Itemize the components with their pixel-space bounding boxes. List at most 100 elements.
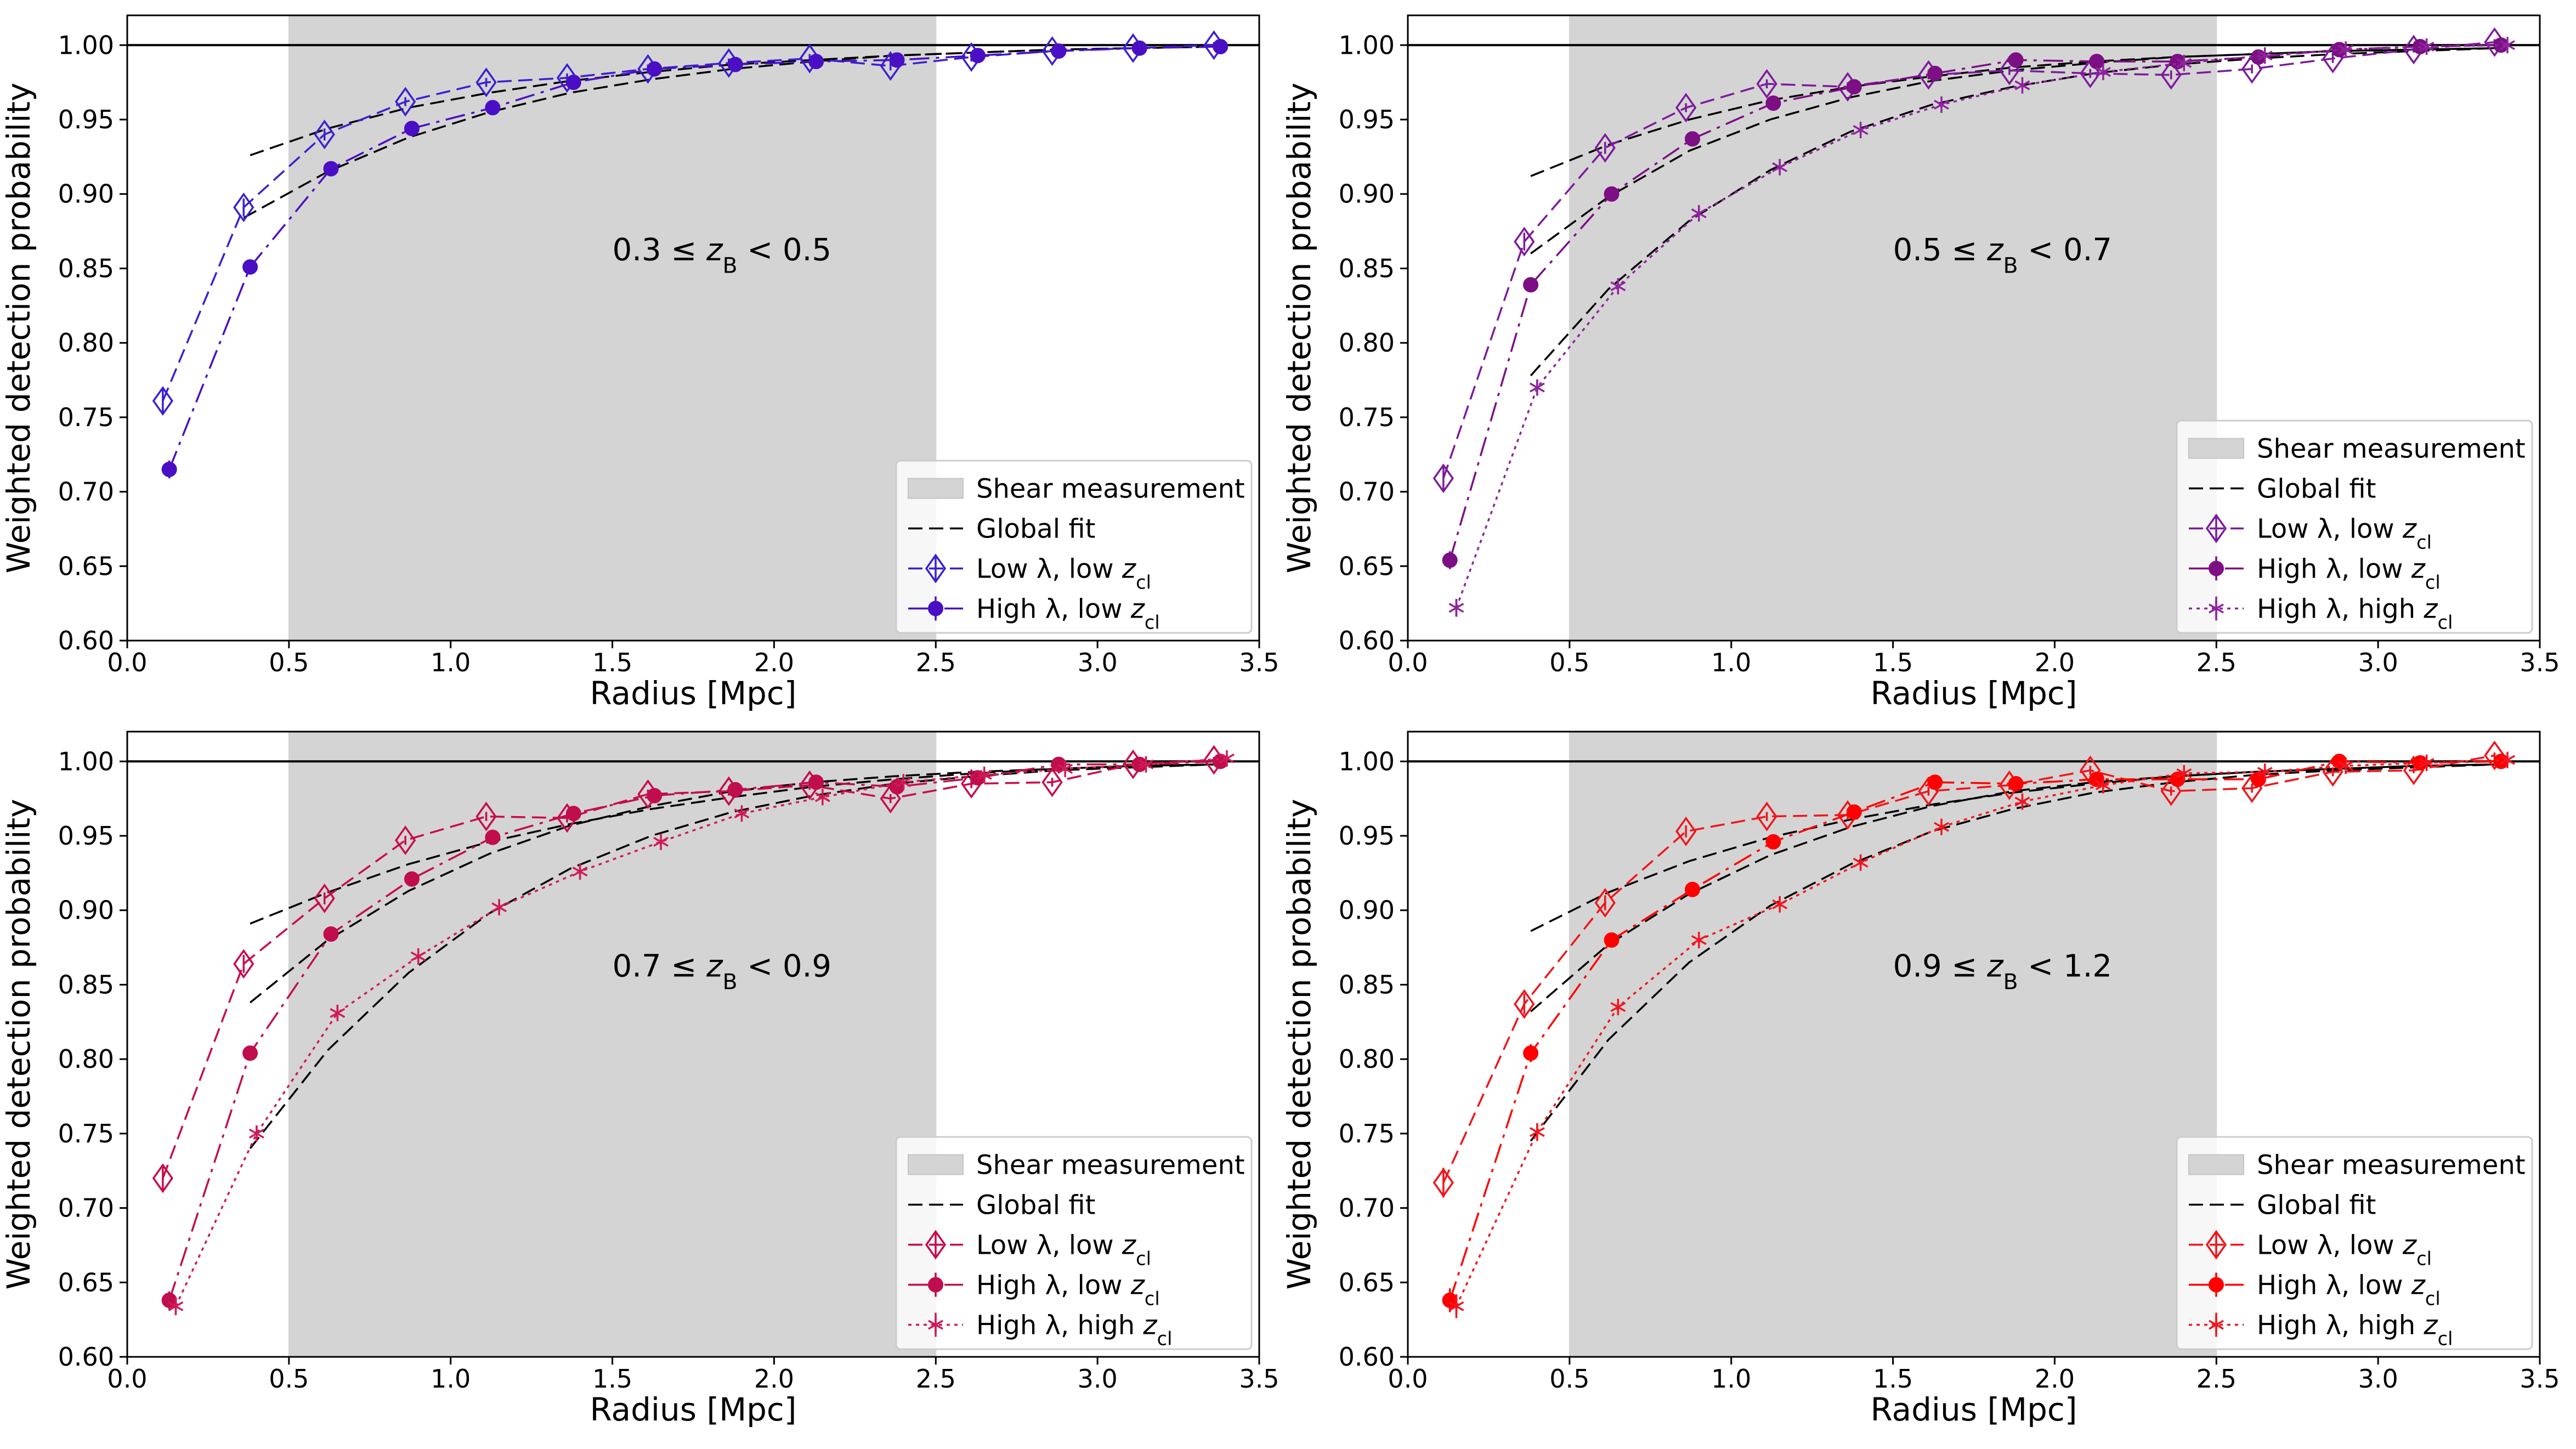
data-point (404, 871, 420, 887)
legend-marker (928, 601, 943, 616)
y-tick-label: 1.00 (58, 746, 114, 776)
legend-entry: High λ, high zcl (908, 1310, 1172, 1350)
data-point (1442, 552, 1458, 568)
y-tick-label: 0.85 (58, 970, 114, 999)
y-tick-label: 0.65 (1339, 1267, 1395, 1297)
x-tick-label: 1.0 (1711, 648, 1751, 677)
y-tick-label: 0.60 (1339, 1342, 1395, 1372)
y-tick-label: 0.75 (1339, 403, 1395, 432)
data-point (395, 87, 416, 117)
legend-marker (2209, 561, 2224, 576)
y-axis-label: Weighted detection probability (0, 799, 37, 1290)
data-point (1756, 801, 1777, 831)
redshift-range-annotation: 0.9 ≤ zB < 1.2 (1893, 949, 2112, 995)
y-axis-label: Weighted detection probability (0, 83, 37, 574)
x-tick-label: 1.5 (592, 648, 632, 677)
legend-marker (2205, 1230, 2227, 1260)
x-tick-label: 0.0 (107, 1364, 147, 1394)
y-tick-label: 0.70 (58, 477, 114, 507)
y-tick-label: 0.70 (1339, 1193, 1395, 1223)
legend-label: Global fit (2257, 1190, 2376, 1221)
axes-frame (1407, 14, 2541, 642)
data-point (1927, 774, 1943, 790)
x-tick-label: 2.5 (2196, 648, 2237, 677)
series-line (1442, 41, 2495, 479)
data-point (248, 1125, 264, 1142)
data-point (1448, 599, 1464, 616)
legend-entry: Shear measurement (2188, 434, 2526, 465)
x-axis-label: Radius [Mpc] (1871, 1391, 2077, 1428)
data-point (734, 805, 750, 822)
data-point (2484, 740, 2505, 771)
x-tick-label: 3.0 (2358, 1364, 2398, 1394)
legend-label: High λ, high zcl (2257, 1310, 2453, 1350)
y-tick-label: 0.60 (58, 1342, 114, 1372)
legend-swatch (2188, 438, 2244, 459)
legend-label: High λ, low zcl (976, 594, 1160, 633)
data-point (565, 806, 581, 822)
legend-marker (2205, 513, 2227, 544)
legend-swatch (908, 1154, 964, 1175)
redshift-range-annotation: 0.3 ≤ zB < 0.5 (613, 233, 831, 279)
legend-swatch (908, 478, 964, 499)
series-3 (161, 39, 1228, 479)
x-axis-label: Radius [Mpc] (1871, 675, 2077, 712)
data-point (1433, 463, 1454, 494)
x-tick-label: 0.5 (269, 648, 309, 677)
y-tick-label: 0.95 (58, 105, 114, 134)
legend-entry: Shear measurement (2188, 1150, 2526, 1181)
legend-label: Shear measurement (2257, 1150, 2526, 1181)
x-tick-label: 0.0 (1388, 648, 1428, 677)
data-point (1138, 756, 1154, 773)
y-tick-label: 0.60 (1339, 626, 1395, 655)
data-point (2419, 38, 2435, 55)
legend-entry: High λ, low zcl (2189, 554, 2441, 593)
data-point (1213, 39, 1228, 54)
data-point (814, 789, 830, 806)
legend-label: Global fit (976, 1190, 1095, 1221)
series-line (162, 44, 1214, 401)
x-tick-label: 1.0 (431, 1364, 471, 1394)
y-tick-label: 0.75 (58, 1119, 114, 1148)
legend-label: High λ, high zcl (976, 1310, 1172, 1350)
x-tick-label: 3.0 (1078, 1364, 1118, 1394)
data-point (1846, 804, 1862, 820)
data-point (2160, 60, 2182, 90)
data-point (2500, 751, 2515, 768)
legend: Shear measurement Global fit Low λ, low zc… (895, 460, 1253, 634)
legend-box (2176, 420, 2533, 634)
data-point (2419, 755, 2435, 771)
legend-label: Shear measurement (976, 1150, 1245, 1181)
legend: Shear measurement Global fit Low λ, low zc… (2176, 420, 2533, 634)
data-point (2176, 765, 2192, 782)
panel-1: 0.0 0.5 1.0 1.5 2.0 2.5 3.0 3.5 0.60 0.65 0.70 0.75… (0, 14, 1279, 712)
y-tick-label: 0.85 (1339, 253, 1395, 283)
data-point (2250, 771, 2266, 787)
data-point (2095, 64, 2111, 81)
y-tick-label: 0.95 (1339, 821, 1395, 851)
data-point (491, 899, 507, 916)
data-point (323, 926, 339, 942)
data-point (1691, 205, 1707, 222)
x-tick-label: 0.5 (1549, 648, 1589, 677)
y-tick-label: 0.80 (1339, 1044, 1395, 1074)
legend-entry: High λ, low zcl (908, 1270, 1160, 1309)
data-point (1051, 43, 1067, 59)
data-point (2014, 793, 2030, 810)
series-5 (1448, 751, 2515, 1318)
legend-entry: Global fit (908, 1190, 1095, 1221)
series-5 (168, 750, 1235, 1315)
data-point (1772, 159, 1788, 176)
data-point (1529, 1124, 1545, 1141)
data-point (2176, 54, 2192, 71)
data-point (233, 193, 254, 223)
data-point (2080, 755, 2101, 785)
x-tick-label: 1.0 (1711, 1364, 1751, 1394)
data-point (1684, 881, 1700, 897)
data-point (1765, 834, 1781, 850)
y-tick-label: 0.85 (58, 253, 114, 283)
data-point (2338, 41, 2354, 58)
y-tick-label: 1.00 (1339, 30, 1395, 60)
global-fit-line (1530, 763, 2498, 1142)
legend-label: High λ, low zcl (2257, 554, 2441, 593)
